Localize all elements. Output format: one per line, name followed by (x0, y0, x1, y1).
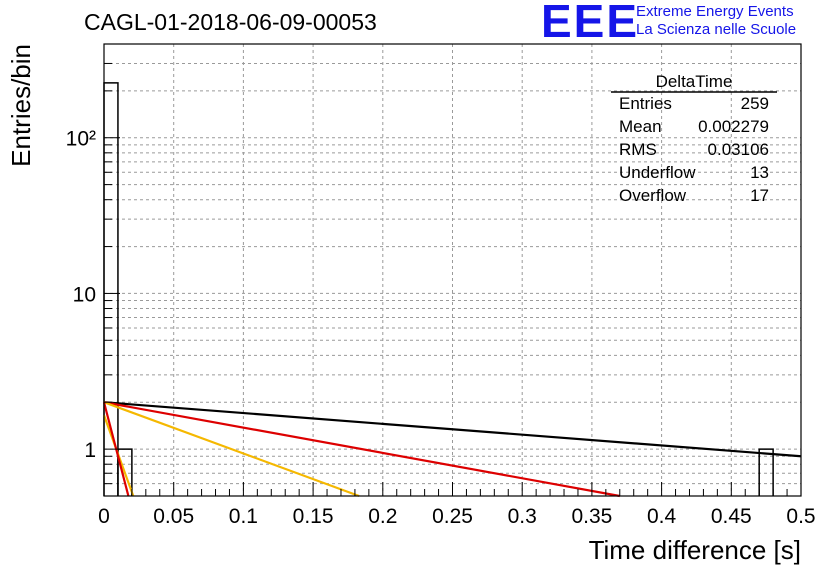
stats-value: 0.03106 (708, 140, 769, 159)
histogram-bin (758, 448, 774, 496)
y-axis-title: Entries/bin (6, 44, 36, 167)
fit-curve (103, 401, 802, 458)
stats-label: Entries (619, 94, 672, 113)
stats-label: Overflow (619, 186, 687, 205)
fit-curve (103, 401, 620, 498)
stats-value: 0.002279 (698, 117, 769, 136)
x-tick-label: 0 (98, 505, 110, 528)
stats-header: DeltaTime (656, 72, 733, 91)
x-tick-label: 0.15 (293, 505, 334, 528)
fit-curve (103, 401, 360, 498)
chart-title: CAGL-01-2018-06-09-00053 (84, 9, 377, 35)
x-tick-label: 0.1 (229, 505, 258, 528)
histogram-bin (117, 448, 133, 496)
x-tick-label: 0.4 (647, 505, 677, 528)
y-tick-label: 1 (84, 439, 96, 462)
stats-label: RMS (619, 140, 657, 159)
x-tick-label: 0.3 (508, 505, 537, 528)
stats-label: Mean (619, 117, 662, 136)
x-tick-label: 0.35 (571, 505, 612, 528)
stats-box: DeltaTime Entries 259 Mean 0.002279 RMS 0.0310… (611, 72, 777, 205)
stats-value: 13 (750, 163, 769, 182)
stats-value: 259 (741, 94, 769, 113)
y-tick-label: 10 (73, 283, 96, 306)
logo-tagline-2: La Scienza nelle Scuole (636, 21, 797, 38)
x-tick-label: 0.25 (432, 505, 473, 528)
eee-logo: EEE (541, 0, 640, 47)
x-tick-label: 0.45 (711, 505, 752, 528)
grid-lines (104, 43, 801, 497)
fit-curves (102, 401, 802, 498)
x-tick-label: 0.2 (368, 505, 397, 528)
x-axis-title: Time difference [s] (589, 535, 801, 565)
stats-label: Underflow (619, 163, 696, 182)
x-tick-label: 0.05 (153, 505, 194, 528)
x-tick-labels: 0 0.05 0.1 0.15 0.2 0.25 0.3 0.35 0.4 0.45 0.5 (98, 505, 815, 528)
histogram-bars (103, 82, 774, 496)
stats-value: 17 (750, 186, 769, 205)
y-tick-label: 10² (66, 128, 96, 151)
x-tick-label: 0.5 (786, 505, 815, 528)
axis-ticks (103, 43, 802, 497)
logo-tagline-1: Extreme Energy Events (636, 3, 794, 20)
y-tick-labels: 1 10 10² (66, 128, 96, 462)
